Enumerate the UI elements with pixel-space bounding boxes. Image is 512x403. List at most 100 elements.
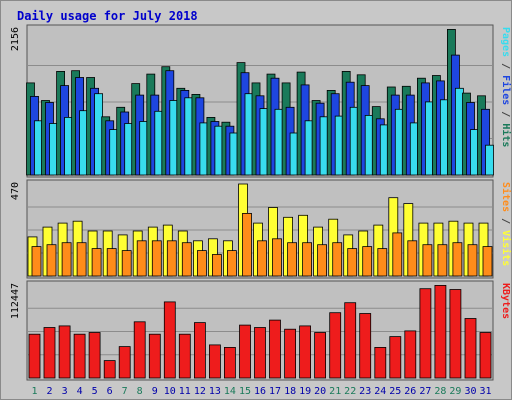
- bar-kbytes: [269, 319, 281, 379]
- x-tick-label: 22: [344, 386, 356, 397]
- bar-sites: [211, 254, 222, 277]
- bar-sites: [166, 240, 177, 277]
- bar-kbytes: [359, 313, 372, 379]
- bar-sites: [106, 248, 117, 277]
- bar-kbytes: [118, 346, 131, 379]
- panel-visits-sites: 470 Sites / Visits: [10, 179, 512, 279]
- bar-kbytes: [434, 284, 447, 379]
- bar-kbytes: [254, 327, 266, 379]
- bar-kbytes: [374, 346, 387, 379]
- bar-kbytes: [479, 332, 492, 379]
- x-tick-label: 30: [464, 386, 476, 397]
- x-tick-label: 14: [224, 386, 236, 397]
- series-axis-label-part: Hits: [500, 123, 511, 147]
- x-tick-label: 24: [374, 386, 386, 397]
- series-axis-label: Sites / Visits: [500, 182, 511, 266]
- bar-sites: [61, 242, 72, 277]
- x-tick-label: 2: [46, 386, 52, 397]
- x-tick-label: 17: [269, 386, 281, 397]
- bar-sites: [121, 250, 132, 277]
- bar-sites: [377, 248, 388, 277]
- x-tick-label: 27: [419, 386, 431, 397]
- bar-kbytes: [208, 344, 221, 379]
- x-tick-label: 13: [209, 386, 221, 397]
- bar-kbytes: [344, 302, 357, 379]
- bar-sites: [76, 242, 87, 277]
- bar-kbytes: [464, 318, 477, 379]
- bar-sites: [287, 242, 298, 277]
- bar-sites: [362, 246, 373, 277]
- bar-sites: [332, 242, 343, 277]
- bar-kbytes: [449, 289, 462, 379]
- bar-sites: [136, 240, 147, 277]
- series-axis-label-part: Visits: [500, 230, 511, 266]
- series-axis-label-part: Sites: [500, 182, 511, 212]
- x-tick-label: 11: [179, 386, 191, 397]
- bar-kbytes: [314, 332, 327, 379]
- x-tick-label: 18: [284, 386, 296, 397]
- series-axis-label: Pages / Files / Hits: [500, 27, 511, 147]
- x-tick-label: 26: [404, 386, 416, 397]
- bar-kbytes: [88, 332, 101, 379]
- bar-kbytes: [389, 336, 402, 379]
- bar-kbytes: [103, 360, 116, 379]
- bar-kbytes: [284, 328, 297, 379]
- bar-kbytes: [43, 327, 56, 379]
- bar-kbytes: [28, 333, 41, 379]
- series-axis-label-part: /: [500, 212, 511, 230]
- series-axis-label-part: /: [500, 57, 511, 75]
- bar-kbytes: [299, 325, 312, 379]
- bar-kbytes: [73, 333, 86, 379]
- x-tick-label: 6: [107, 386, 113, 397]
- x-tick-label: 3: [62, 386, 68, 397]
- x-tick-label: 20: [314, 386, 326, 397]
- x-tick-label: 7: [122, 386, 128, 397]
- panel-kbytes: 112447 KBytes: [10, 280, 511, 381]
- x-tick-label: 21: [329, 386, 341, 397]
- bar-sites: [437, 244, 448, 277]
- bar-pages: [485, 144, 494, 176]
- bar-kbytes: [193, 322, 206, 379]
- x-tick-label: 19: [299, 386, 311, 397]
- bar-kbytes: [223, 346, 236, 379]
- y-max-label: 2156: [10, 27, 21, 51]
- x-tick-label: 5: [92, 386, 98, 397]
- bar-sites: [46, 244, 57, 277]
- x-tick-label: 15: [239, 386, 251, 397]
- bar-sites: [467, 244, 478, 277]
- bar-kbytes: [178, 333, 191, 379]
- x-tick-label: 16: [254, 386, 266, 397]
- bar-kbytes: [133, 321, 146, 379]
- bar-sites: [317, 244, 328, 277]
- bar-sites: [257, 240, 267, 277]
- bar-sites: [452, 242, 463, 277]
- bar-sites: [196, 250, 207, 277]
- bar-sites: [407, 240, 418, 277]
- x-tick-label: 9: [152, 386, 158, 397]
- series-axis-label-part: /: [500, 105, 511, 123]
- x-tick-label: 29: [449, 386, 461, 397]
- bar-sites: [272, 238, 282, 277]
- chart-title: Daily usage for July 2018: [17, 9, 198, 23]
- bar-kbytes: [58, 325, 71, 379]
- bar-sites: [91, 248, 102, 277]
- bar-kbytes: [419, 288, 432, 379]
- bar-sites: [181, 242, 192, 277]
- x-tick-label: 10: [164, 386, 176, 397]
- x-tick-label: 25: [389, 386, 401, 397]
- bar-sites: [151, 240, 162, 277]
- panel-hits-files-pages: 2156 Pages / Files / Hits: [10, 24, 512, 178]
- bar-sites: [482, 246, 493, 277]
- bar-kbytes: [163, 301, 176, 379]
- x-tick-label: 23: [359, 386, 371, 397]
- series-axis-label-part: KBytes: [500, 283, 511, 319]
- bar-kbytes: [239, 324, 251, 379]
- bar-sites: [422, 244, 433, 277]
- series-axis-label-part: Pages: [500, 27, 511, 57]
- x-tick-label: 4: [77, 386, 83, 397]
- bar-kbytes: [148, 333, 161, 379]
- bar-sites: [31, 246, 42, 277]
- x-tick-label: 8: [137, 386, 143, 397]
